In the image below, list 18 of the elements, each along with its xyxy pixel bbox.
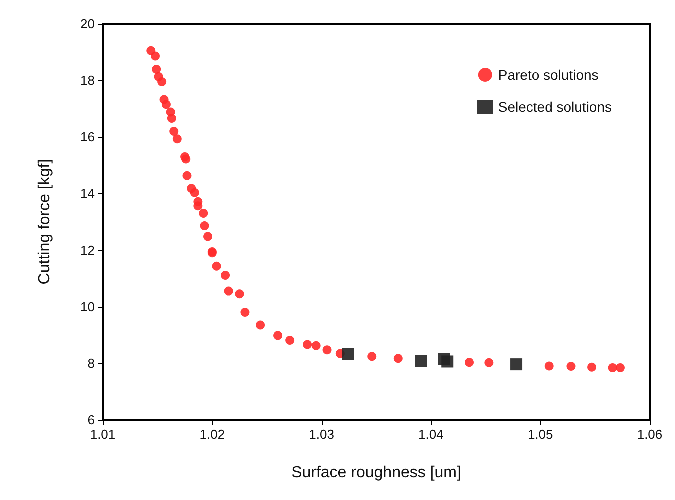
y-tick-label: 14 bbox=[80, 186, 95, 202]
x-axis-title: Surface roughness [um] bbox=[292, 464, 462, 482]
x-tick-label: 1.05 bbox=[528, 427, 554, 442]
y-axis-title: Cutting force [kgf] bbox=[36, 159, 54, 285]
x-tick-label: 1.04 bbox=[418, 427, 444, 442]
y-tick-label: 16 bbox=[80, 130, 95, 145]
x-tick-label: 1.02 bbox=[200, 427, 226, 442]
y-tick-label: 8 bbox=[88, 356, 95, 371]
y-tick-label: 6 bbox=[88, 412, 95, 428]
legend-label: Pareto solutions bbox=[498, 67, 599, 83]
x-tick-label: 1.03 bbox=[309, 427, 334, 442]
y-tick-label: 12 bbox=[80, 242, 95, 258]
legend-label: Selected solutions bbox=[498, 99, 612, 115]
y-tick-label: 20 bbox=[80, 16, 95, 32]
x-tick-label: 1.01 bbox=[90, 427, 116, 442]
x-tick-label: 1.06 bbox=[637, 427, 663, 442]
y-tick-label: 18 bbox=[80, 73, 95, 88]
y-tick-label: 10 bbox=[80, 299, 95, 314]
